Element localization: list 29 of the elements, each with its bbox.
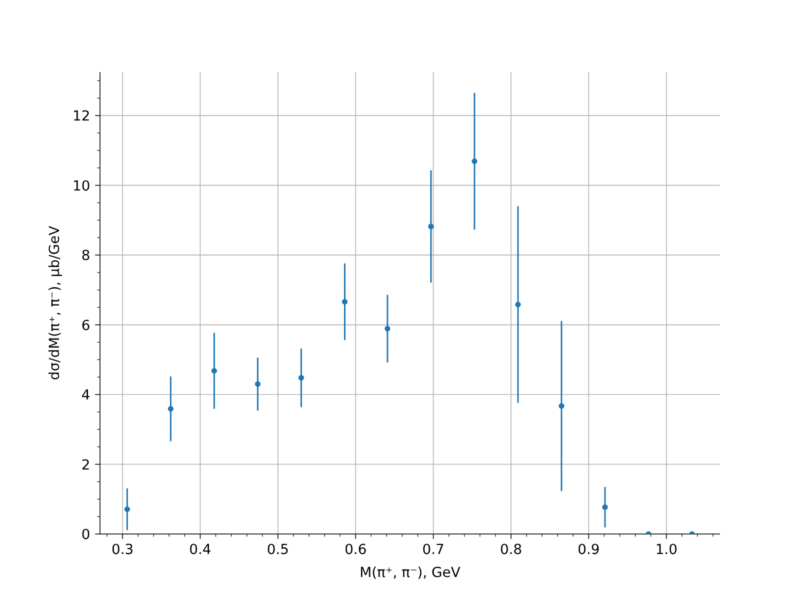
y-axis-title: dσ/dM(π⁺, π⁻), μb/GeV bbox=[47, 225, 63, 380]
x-tick-label: 0.7 bbox=[422, 542, 444, 558]
point bbox=[602, 504, 608, 510]
y-tick-label: 8 bbox=[81, 248, 90, 264]
y-tick-label: 4 bbox=[81, 388, 90, 404]
point bbox=[211, 368, 218, 374]
point bbox=[472, 158, 478, 164]
y-tick-label: 0 bbox=[81, 527, 90, 544]
y-tick-label: 10 bbox=[72, 178, 90, 194]
point bbox=[342, 298, 348, 305]
point bbox=[428, 224, 434, 230]
y-tick-label: 2 bbox=[81, 457, 90, 474]
x-tick-label: 0.5 bbox=[266, 542, 289, 558]
point bbox=[515, 302, 521, 308]
point bbox=[124, 506, 130, 512]
point bbox=[384, 326, 390, 332]
y-tick-label: 6 bbox=[81, 318, 90, 334]
x-tick-label: 0.8 bbox=[500, 542, 522, 558]
x-tick-label: 0.9 bbox=[578, 542, 600, 558]
point bbox=[254, 381, 261, 387]
point bbox=[168, 406, 174, 412]
x-tick-label: 0.6 bbox=[344, 542, 367, 558]
point bbox=[298, 374, 304, 381]
x-tick-label: 1.0 bbox=[655, 542, 678, 558]
x-tick-label: 0.4 bbox=[189, 542, 212, 558]
y-tick-label: 12 bbox=[72, 108, 90, 125]
point bbox=[558, 403, 564, 409]
x-axis-title: M(π⁺, π⁻), GeV bbox=[360, 565, 461, 581]
x-tick-label: 0.3 bbox=[111, 542, 134, 558]
